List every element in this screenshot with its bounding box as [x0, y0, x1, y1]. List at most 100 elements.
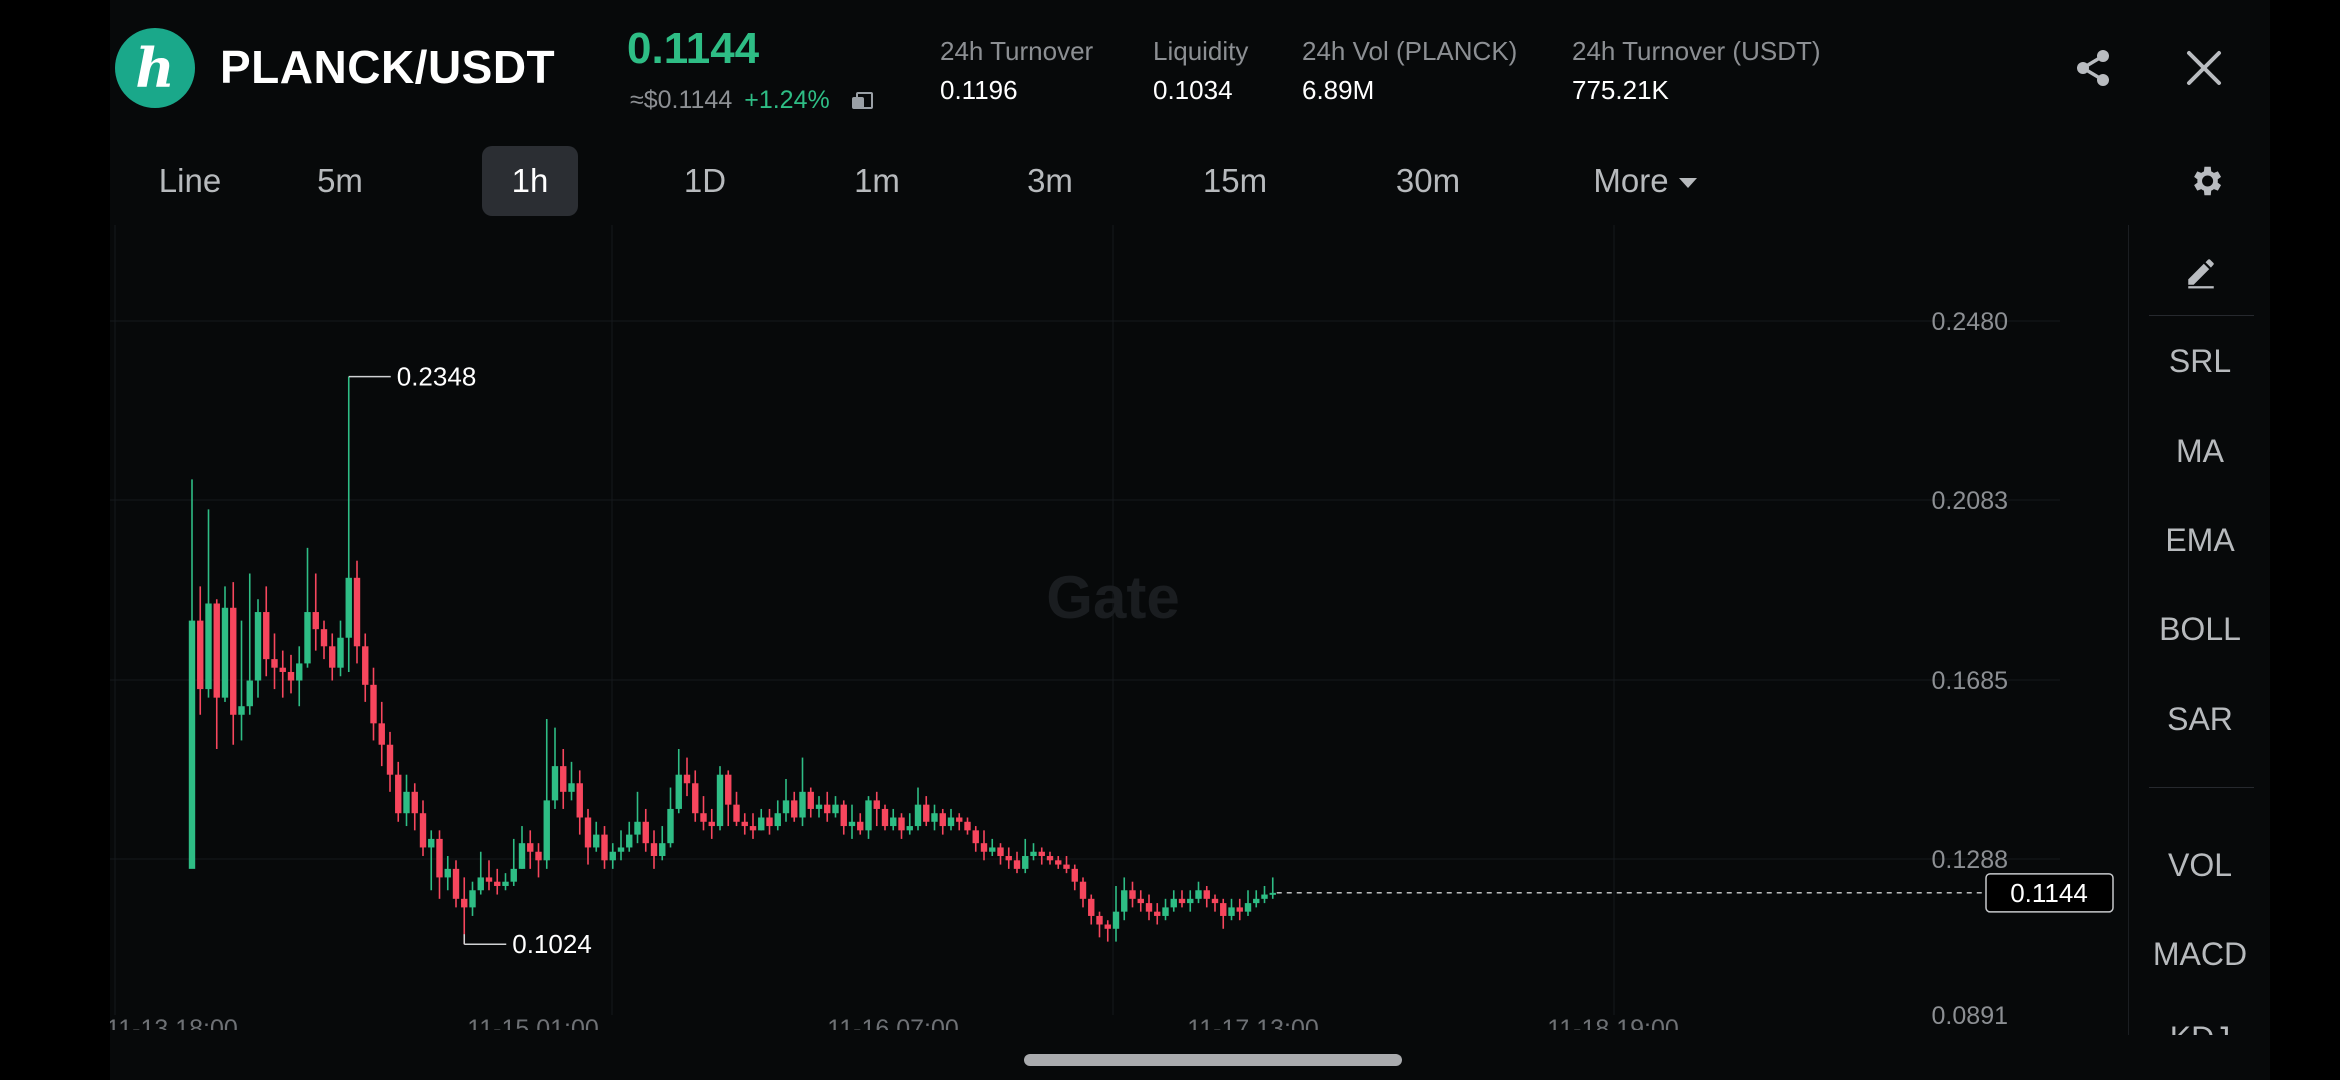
- candle-body: [1269, 892, 1276, 895]
- candle-body: [997, 847, 1004, 857]
- candle-body: [452, 868, 460, 899]
- indicator-ma[interactable]: MA: [2176, 433, 2224, 469]
- share-icon[interactable]: [2073, 48, 2113, 88]
- tab-5m[interactable]: 5m: [317, 162, 363, 199]
- candle-body: [609, 851, 616, 861]
- candlestick-chart[interactable]: Gate 0.2480 0.2083 0.1685 0.1288 0.0891 11-13 …: [110, 225, 2120, 1030]
- candle-body: [444, 868, 451, 878]
- close-icon[interactable]: [2186, 50, 2222, 86]
- candle-body: [386, 744, 394, 775]
- candle-body: [1228, 907, 1235, 916]
- candle-body: [939, 813, 946, 827]
- copy-icon[interactable]: [851, 91, 873, 110]
- candle-body: [1088, 898, 1095, 916]
- candle-body: [213, 603, 220, 698]
- candle-body: [617, 847, 625, 852]
- candle-body: [205, 603, 212, 690]
- candle-body: [1096, 915, 1103, 925]
- candle-body: [683, 774, 691, 784]
- candle-body: [650, 843, 658, 857]
- candle-body: [469, 890, 476, 908]
- candle-body: [749, 826, 757, 831]
- indicator-macd[interactable]: MACD: [2152, 936, 2248, 972]
- candle-body: [1121, 890, 1128, 912]
- candle-body: [1063, 864, 1070, 869]
- candle-body: [296, 663, 303, 681]
- candle-body: [1079, 881, 1087, 899]
- indicator-sar[interactable]: SAR: [2167, 701, 2233, 737]
- candle-body: [510, 868, 517, 882]
- price-change: +1.24%: [744, 86, 830, 114]
- indicator-vol[interactable]: VOL: [2167, 847, 2233, 883]
- interval-tabs: Line 5m 1h 1D 1m 3m 15m 30m More: [110, 146, 1730, 216]
- candle-body: [824, 804, 831, 814]
- candle-body: [304, 612, 311, 664]
- candle-body: [642, 821, 649, 844]
- candle-body: [518, 843, 526, 869]
- candle-body: [708, 821, 715, 827]
- trading-pair-title: PLANCK/USDT: [220, 41, 556, 93]
- candle-body: [436, 838, 443, 878]
- tab-1h[interactable]: 1h: [482, 146, 578, 216]
- tab-3m[interactable]: 3m: [1027, 162, 1073, 199]
- candle-body: [964, 821, 971, 831]
- candle-body: [848, 821, 856, 827]
- candle-body: [197, 620, 204, 690]
- candle-body: [931, 813, 938, 822]
- stat-label: 24h Turnover: [940, 36, 1094, 66]
- candle-body: [989, 847, 996, 852]
- low-marker-label: 0.1024: [512, 929, 592, 959]
- more-dropdown[interactable]: More: [1565, 146, 1725, 216]
- x-tick-label: 11-16 07:00: [827, 1015, 959, 1030]
- candle-body: [1104, 924, 1111, 929]
- candle-body: [411, 791, 418, 814]
- last-price: 0.1144: [627, 24, 760, 73]
- candle-body: [246, 680, 253, 707]
- candle-body: [741, 821, 748, 827]
- candle-body: [395, 774, 402, 814]
- tab-1m[interactable]: 1m: [854, 162, 900, 199]
- candle-body: [238, 706, 245, 715]
- candle-body: [477, 877, 484, 891]
- candle-body: [1038, 851, 1045, 857]
- indicator-ema[interactable]: EMA: [2165, 522, 2235, 558]
- stat-24h-turnover-usdt: 24h Turnover (USDT) 775.21K: [1572, 36, 1821, 106]
- tab-line[interactable]: Line: [158, 162, 222, 199]
- home-indicator: [1024, 1054, 1402, 1066]
- candle-body: [840, 804, 847, 827]
- high-marker-label: 0.2348: [397, 362, 477, 392]
- last-price-box: [1985, 873, 2114, 913]
- y-tick-label: 0.2480: [1932, 308, 2008, 336]
- candle-body: [263, 612, 270, 660]
- usd-price: ≈$0.1144: [630, 86, 733, 114]
- tab-30m[interactable]: 30m: [1395, 162, 1461, 199]
- tab-15m[interactable]: 15m: [1202, 162, 1268, 199]
- candle-body: [1170, 898, 1177, 908]
- pencil-icon[interactable]: [2184, 255, 2218, 289]
- tab-1d[interactable]: 1D: [683, 162, 727, 199]
- candle-body: [675, 774, 682, 809]
- candle-body: [1220, 903, 1227, 916]
- candle-body: [584, 817, 592, 848]
- candle-body: [1129, 890, 1136, 899]
- indicator-kdj[interactable]: KDJ: [2129, 1022, 2271, 1035]
- candle-body: [1261, 894, 1268, 899]
- indicator-boll[interactable]: BOLL: [2159, 611, 2241, 647]
- candle-body: [733, 804, 740, 822]
- candle-body: [914, 804, 922, 827]
- candle-body: [857, 821, 864, 831]
- candle-body: [807, 791, 814, 809]
- divider: [2149, 315, 2254, 316]
- candle-body: [1030, 851, 1037, 857]
- stat-24h-vol: 24h Vol (PLANCK) 6.89M: [1302, 36, 1517, 106]
- candle-body: [1162, 907, 1169, 916]
- candle-body: [766, 817, 773, 827]
- gear-icon[interactable]: [2187, 162, 2225, 200]
- candle-body: [287, 671, 295, 681]
- candle-body: [271, 659, 278, 668]
- indicator-srl[interactable]: SRL: [2168, 343, 2232, 379]
- candle-body: [1253, 898, 1260, 904]
- candle-body: [700, 813, 707, 822]
- candle-body: [1013, 860, 1021, 869]
- candle-body: [1154, 911, 1161, 916]
